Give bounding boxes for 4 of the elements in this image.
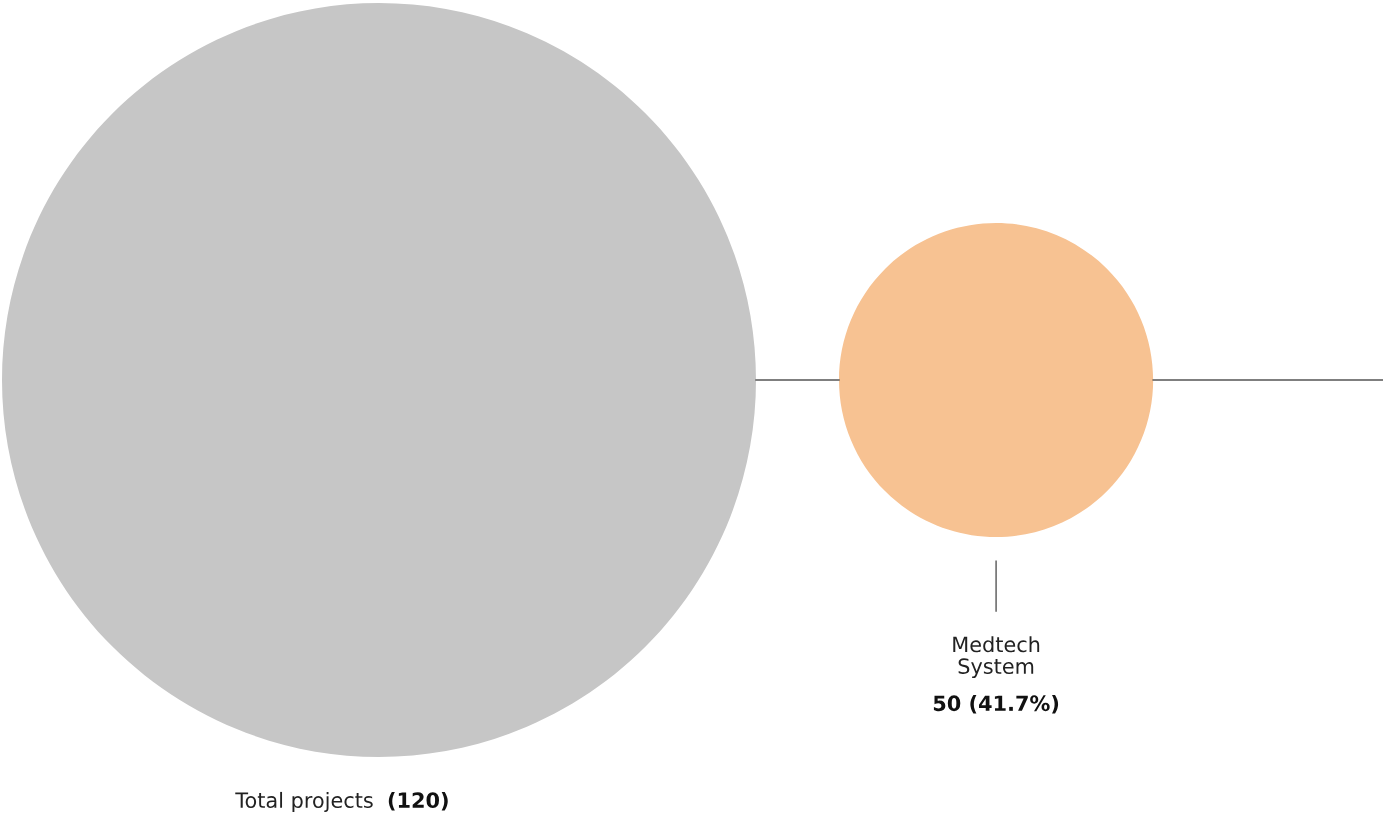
category-label: Medtech System bbox=[953, 636, 1040, 679]
data-label: 50 (41.7%) bbox=[933, 695, 1059, 714]
category-label: Total projects bbox=[235, 791, 373, 813]
data-label: (120) bbox=[388, 791, 448, 811]
